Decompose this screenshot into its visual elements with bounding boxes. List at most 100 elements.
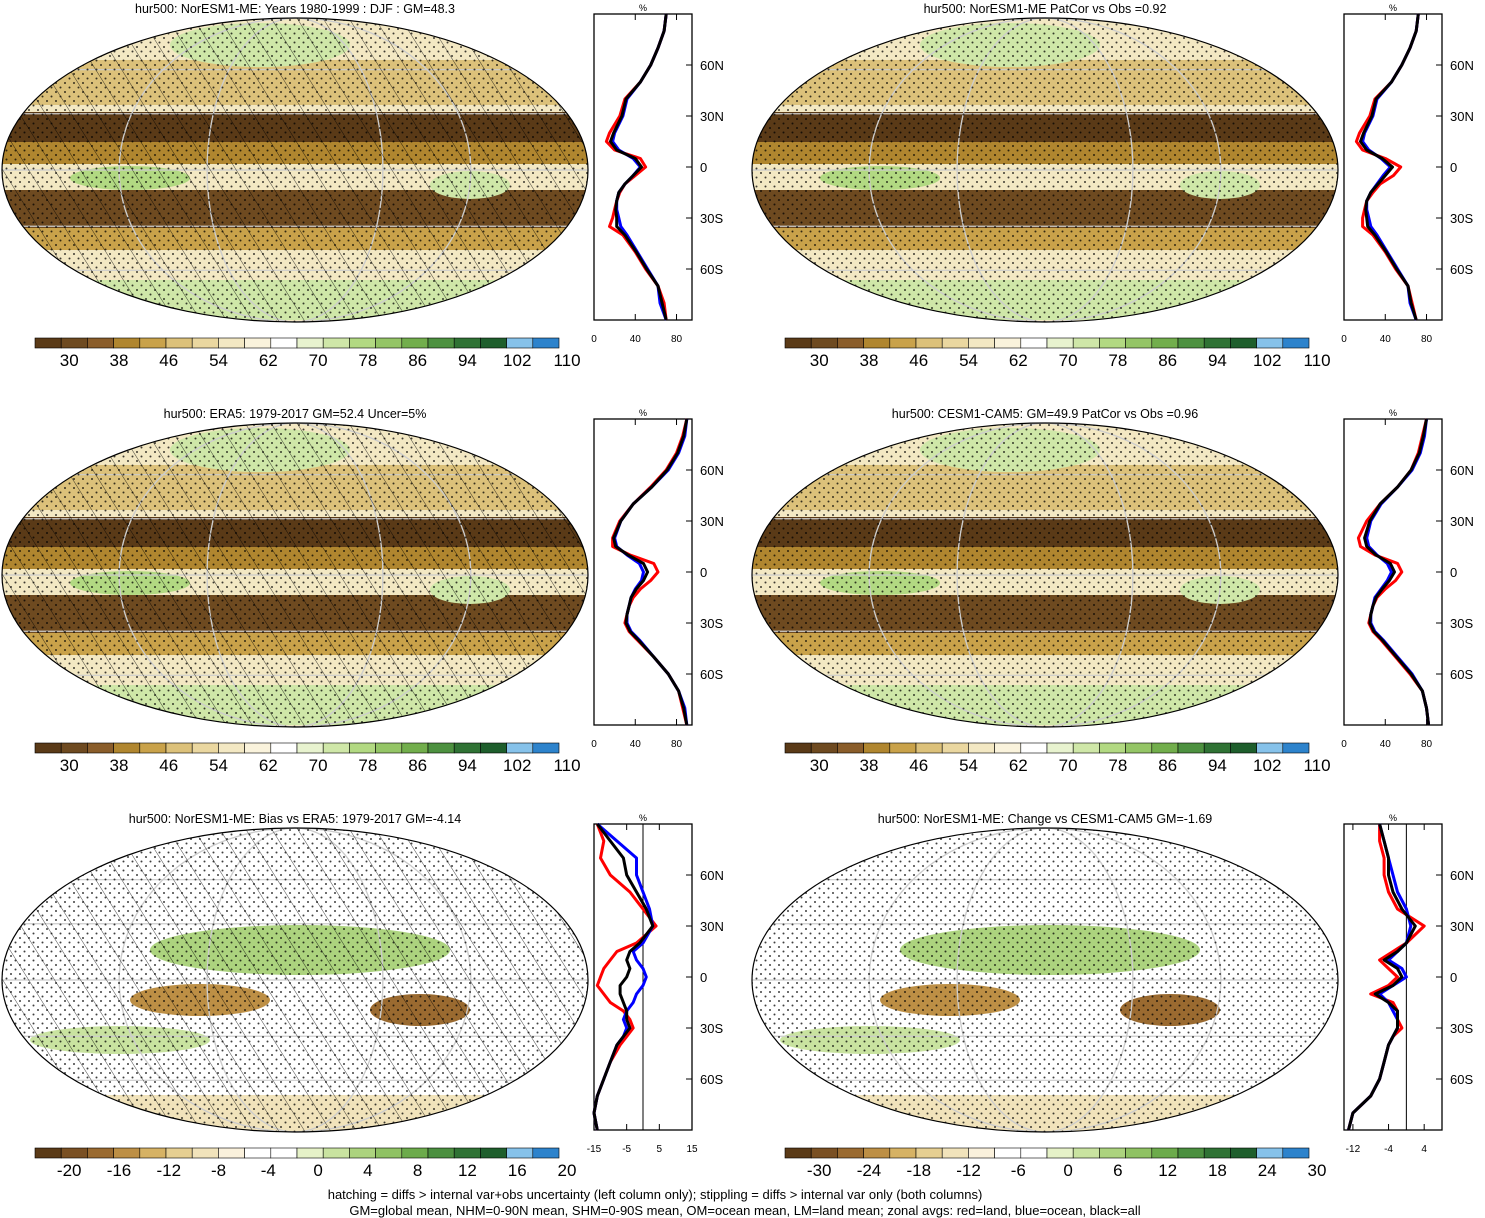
colorbar-swatch (427, 742, 455, 754)
colorbar-tick-label: 110 (553, 351, 580, 370)
colorbar-swatch (532, 742, 560, 754)
lat-tick-label: 0 (700, 565, 707, 580)
map-border (751, 17, 1339, 323)
footer-note-legend: GM=global mean, NHM=0-90N mean, SHM=0-90… (349, 1203, 1140, 1218)
x-tick-label: 0 (1341, 334, 1347, 345)
colorbar-tick-label: 78 (358, 351, 377, 370)
colorbar-swatch (60, 742, 88, 754)
lat-tick-label: 60S (700, 1072, 723, 1087)
colorbar-tick-label: 12 (1158, 1161, 1177, 1180)
map-area (752, 423, 1338, 727)
colorbar-swatch (1177, 742, 1205, 754)
lat-tick-label: 60N (700, 463, 724, 478)
colorbar-swatch (1125, 337, 1153, 349)
colorbar-swatch (994, 337, 1022, 349)
map-border (1, 422, 589, 728)
colorbar-swatch (34, 742, 62, 754)
colorbar-tick-label: 46 (909, 351, 928, 370)
colorbar-swatch (810, 337, 838, 349)
lat-tick-label: 30N (700, 919, 724, 934)
colorbar-swatch (218, 742, 245, 754)
x-tick-label: 80 (671, 739, 683, 750)
zonal-unit-label: % (639, 813, 647, 823)
colorbar-tick-label: 102 (1253, 756, 1281, 775)
lat-tick-label: 60N (1450, 463, 1474, 478)
panel-title: hur500: NorESM1-ME: Years 1980-1999 : DJ… (135, 2, 455, 16)
lat-tick-label: 0 (700, 160, 707, 175)
zonal-unit-label: % (1389, 3, 1397, 13)
colorbar-tick-label: 46 (909, 756, 928, 775)
colorbar-swatch (1151, 742, 1179, 754)
colorbar-tick-label: 16 (508, 1161, 527, 1180)
colorbar-swatch (375, 1147, 403, 1159)
lat-tick-label: 0 (1450, 970, 1457, 985)
colorbar-tick-label: 70 (309, 351, 328, 370)
colorbar-swatch (480, 1147, 507, 1159)
colorbar-swatch (349, 337, 376, 349)
colorbar-tick-label: 70 (1059, 351, 1078, 370)
colorbar-tick-label: -20 (57, 1161, 82, 1180)
panel-3: hur500: ERA5: 1979-2017 GM=52.4 Uncer=5%… (1, 407, 724, 775)
colorbar-tick-label: 30 (1308, 1161, 1327, 1180)
colorbar-tick-label: 62 (1009, 351, 1028, 370)
colorbar-swatch (941, 742, 969, 754)
colorbar-tick-label: 86 (1158, 351, 1177, 370)
colorbar-tick-label: 62 (1009, 756, 1028, 775)
colorbar-swatch (1203, 337, 1231, 349)
colorbar-swatch (139, 337, 167, 349)
colorbar-tick-label: 110 (1303, 756, 1330, 775)
colorbar-swatch (322, 1147, 350, 1159)
map-area (2, 18, 588, 322)
colorbar-tick-label: 86 (408, 351, 427, 370)
colorbar-tick-label: -24 (857, 1161, 882, 1180)
zonal-unit-label: % (1389, 813, 1397, 823)
panel-title: hur500: NorESM1-ME: Bias vs ERA5: 1979-2… (129, 812, 461, 826)
colorbar-tick-label: 30 (810, 351, 829, 370)
colorbar-swatch (810, 1147, 838, 1159)
colorbar-swatch (375, 742, 403, 754)
colorbar-swatch (244, 337, 272, 349)
colorbar-tick-label: -18 (906, 1161, 931, 1180)
lat-tick-label: 60N (700, 868, 724, 883)
colorbar-swatch (60, 1147, 88, 1159)
zonal-line-all (1363, 418, 1431, 726)
colorbar-tick-label: 8 (413, 1161, 422, 1180)
colorbar-tick-label: 0 (1063, 1161, 1072, 1180)
colorbar-swatch (784, 742, 812, 754)
colorbar-swatch (1230, 1147, 1257, 1159)
colorbar-tick-label: 18 (1208, 1161, 1227, 1180)
lat-tick-label: 60S (1450, 262, 1473, 277)
colorbar-swatch (427, 1147, 455, 1159)
colorbar-tick-label: -6 (1011, 1161, 1026, 1180)
map-area (2, 423, 588, 727)
colorbar-swatch (941, 337, 969, 349)
lat-tick-label: 30N (1450, 514, 1474, 529)
colorbar-tick-label: 94 (1208, 756, 1227, 775)
x-tick-label: 5 (657, 1144, 663, 1155)
colorbar-swatch (532, 1147, 560, 1159)
map-area (752, 828, 1338, 1132)
x-tick-label: 0 (1341, 739, 1347, 750)
x-tick-label: 80 (671, 334, 683, 345)
map-border (751, 422, 1339, 728)
colorbar-tick-label: 70 (1059, 756, 1078, 775)
colorbar-tick-label: 78 (1108, 756, 1127, 775)
colorbar: 30 38 46 54 62 70 78 86 94 102 110 (34, 742, 581, 775)
panel-6: hur500: NorESM1-ME: Change vs CESM1-CAM5… (751, 812, 1474, 1180)
x-tick-label: 80 (1421, 334, 1433, 345)
colorbar-swatch (1046, 337, 1074, 349)
colorbar-swatch (784, 337, 812, 349)
colorbar-swatch (165, 337, 193, 349)
lat-tick-label: 30S (700, 616, 723, 631)
colorbar-swatch (1072, 337, 1100, 349)
colorbar-tick-label: 78 (358, 756, 377, 775)
lat-tick-label: 30S (700, 1021, 723, 1036)
lat-tick-label: 0 (1450, 160, 1457, 175)
colorbar-tick-label: 46 (159, 756, 178, 775)
colorbar-tick-label: 12 (458, 1161, 477, 1180)
zonal-line-all (612, 418, 689, 726)
colorbar-swatch (401, 337, 429, 349)
colorbar-swatch (889, 742, 917, 754)
colorbar: 30 38 46 54 62 70 78 86 94 102 110 (784, 337, 1331, 370)
colorbar-swatch (270, 337, 298, 349)
